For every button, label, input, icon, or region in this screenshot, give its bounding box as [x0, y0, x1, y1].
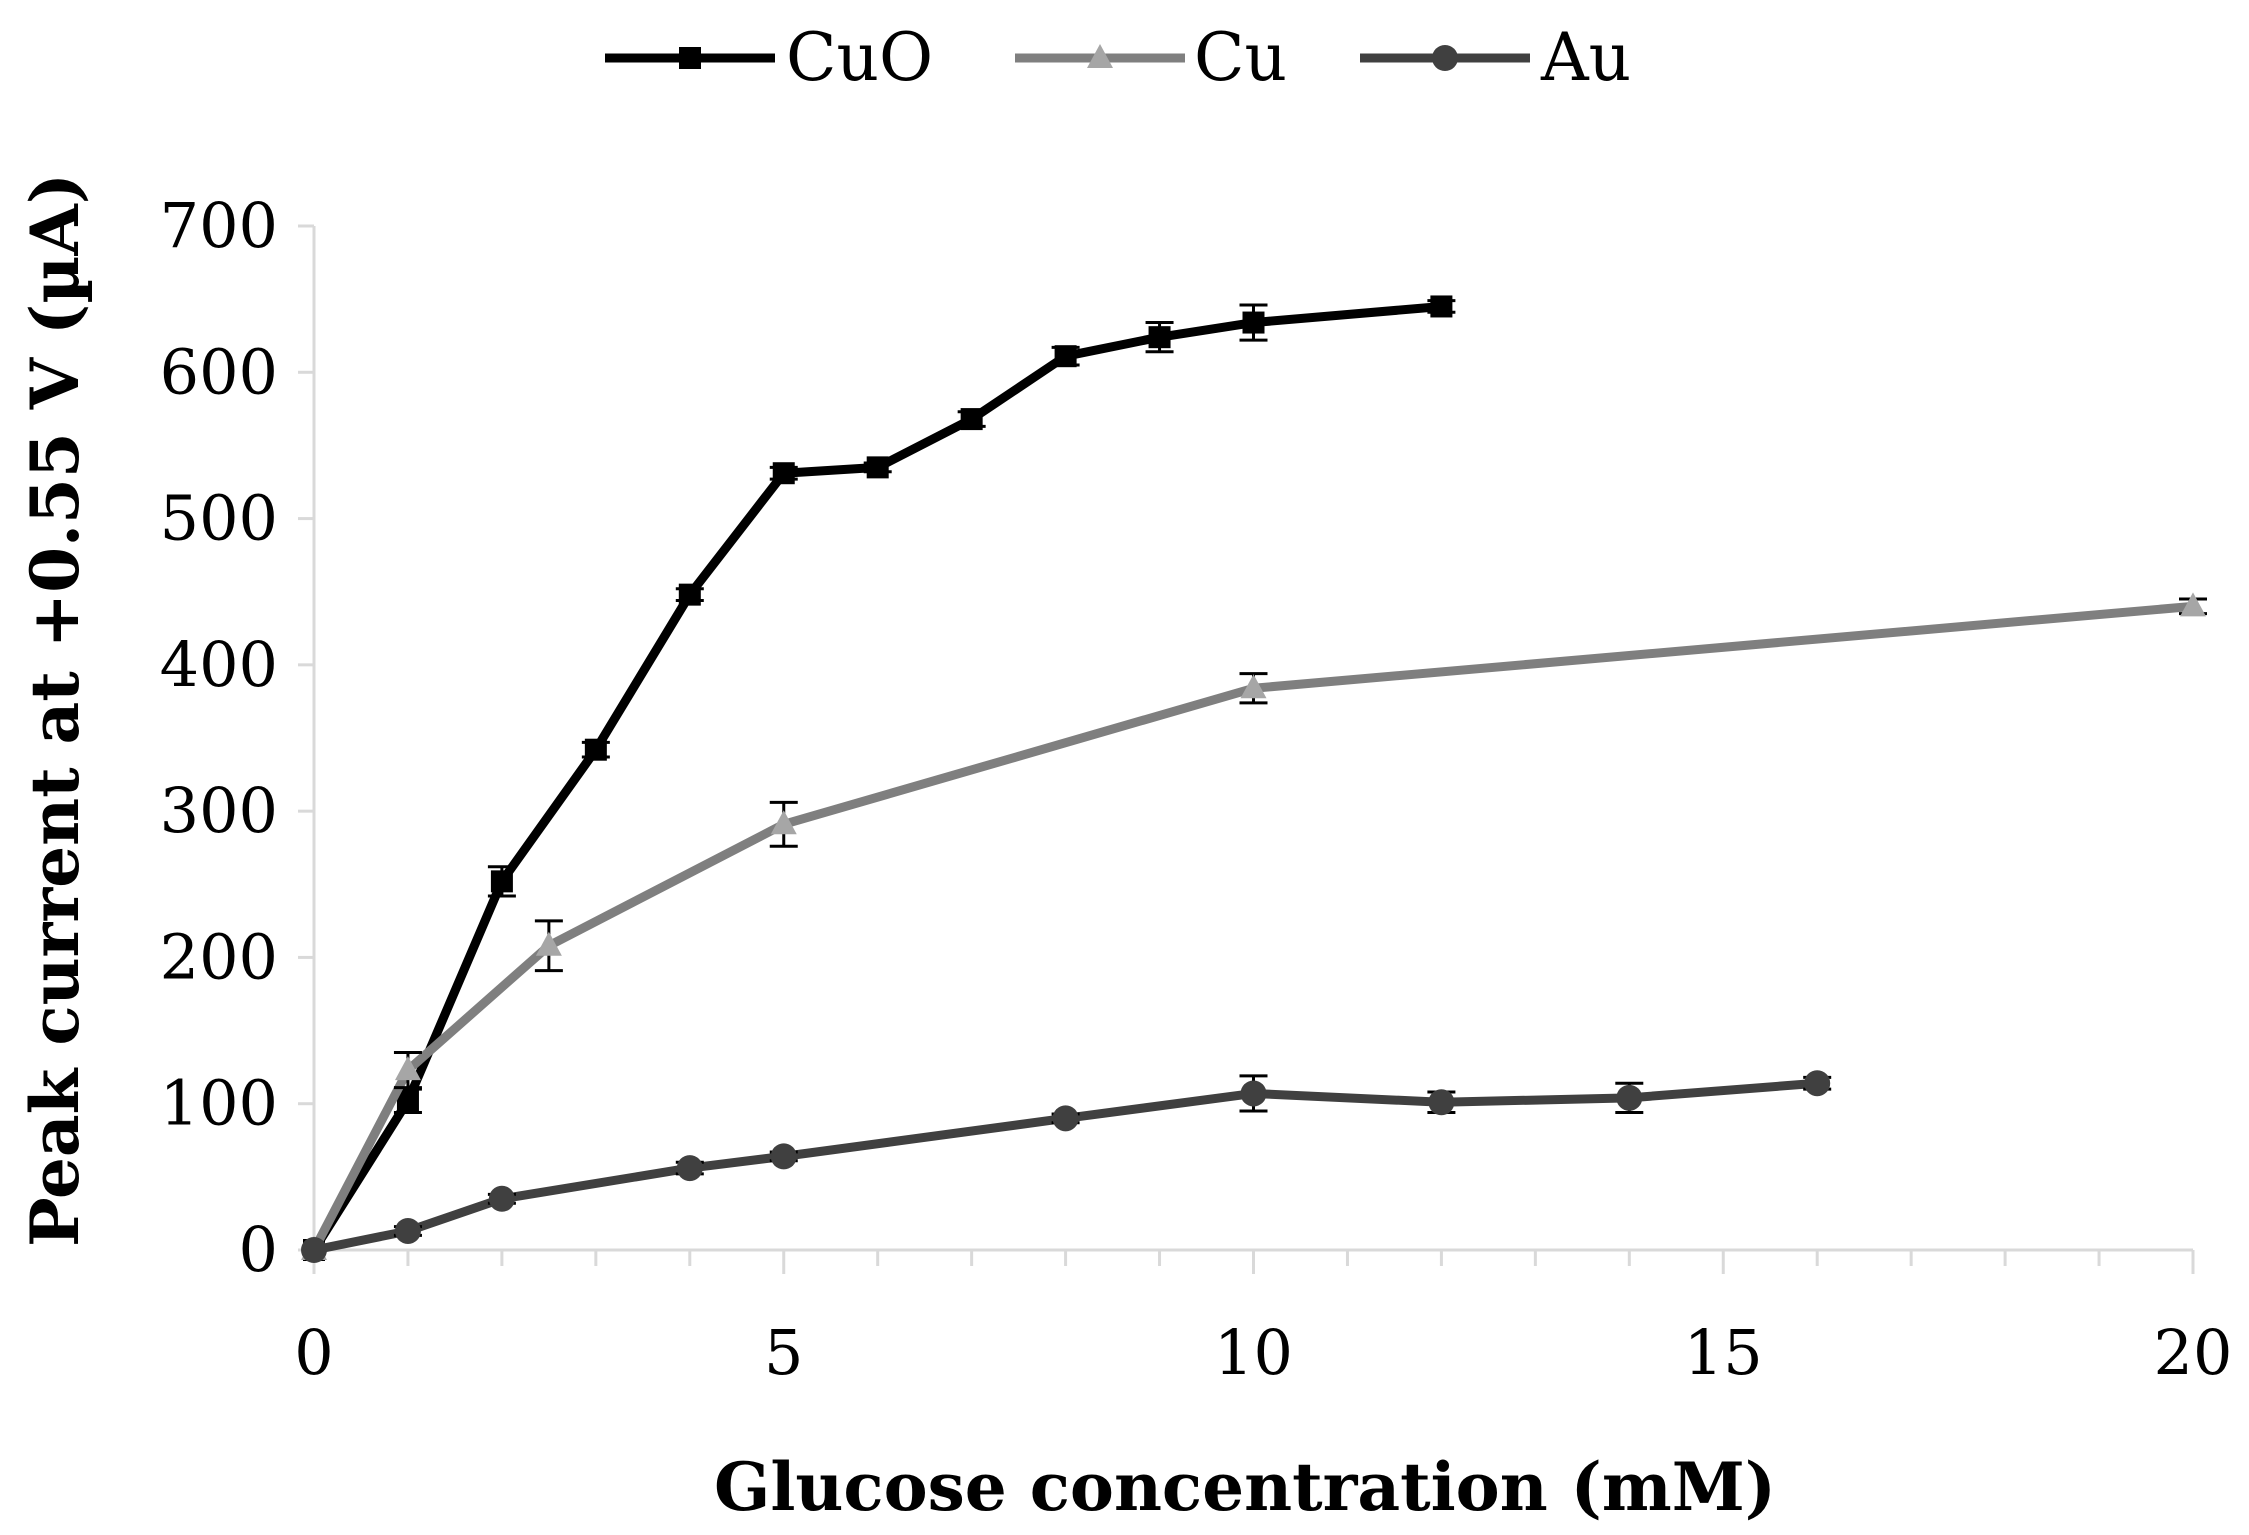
data-point-au: [676, 1155, 703, 1182]
data-point-cu: [1240, 674, 1267, 699]
data-point-cuo: [772, 462, 795, 485]
data-point-au: [488, 1185, 515, 1212]
data-point-au: [1616, 1084, 1643, 1111]
y-tick-label: 300: [160, 774, 278, 847]
x-tick-label: 10: [1214, 1316, 1293, 1389]
legend-label-au: Au: [1540, 19, 1631, 96]
data-point-cu: [2180, 592, 2206, 617]
data-point-cuo: [396, 1089, 419, 1112]
data-point-cu: [535, 931, 562, 956]
legend-entry-au: Au: [1360, 19, 1631, 96]
series-line-cu: [310, 601, 2194, 1253]
series-cuo: [303, 295, 1456, 1261]
data-point-cu: [770, 810, 797, 835]
x-tick-label: 20: [2154, 1316, 2233, 1389]
x-tick-label: 15: [1684, 1316, 1763, 1389]
legend-marker-cuo: [679, 47, 701, 69]
y-tick-label: 600: [160, 335, 278, 408]
data-point-cuo: [1148, 326, 1171, 349]
legend-entry-cu: Cu: [1015, 19, 1287, 96]
legend-entry-cuo: CuO: [605, 19, 933, 96]
y-tick-label: 500: [160, 482, 278, 555]
y-tick-label: 0: [239, 1213, 278, 1286]
data-point-cuo: [1242, 311, 1265, 334]
series-au: [301, 1070, 1832, 1263]
data-point-cuo: [960, 408, 983, 431]
series-cu: [301, 592, 2207, 1260]
legend-label-cuo: CuO: [786, 19, 933, 96]
data-point-cuo: [1054, 345, 1077, 368]
legend-marker-au: [1432, 45, 1458, 71]
data-point-au: [770, 1143, 797, 1170]
y-axis-title: Peak current at +0.55 V (µA): [16, 173, 94, 1247]
series-line-cuo: [310, 301, 1442, 1253]
data-point-au: [1804, 1070, 1831, 1097]
data-point-au: [301, 1237, 327, 1263]
data-point-cuo: [1430, 295, 1453, 318]
axes: 0 100 200 300 400 500 600 700 0 5 10 15 20: [160, 189, 2233, 1389]
data-point-cuo: [866, 456, 889, 479]
data-point-cuo: [678, 583, 701, 606]
data-point-au: [1052, 1105, 1079, 1132]
legend-marker-cu: [1087, 44, 1113, 68]
y-tick-label: 200: [160, 920, 278, 993]
data-point-cuo: [490, 870, 513, 893]
x-tick-label: 0: [294, 1316, 333, 1389]
y-tick-label: 700: [160, 189, 278, 262]
y-tick-label: 400: [160, 628, 278, 701]
data-point-cu: [394, 1056, 421, 1081]
x-tick-label: 5: [764, 1316, 803, 1389]
data-point-au: [1428, 1089, 1455, 1116]
x-axis-title: Glucose concentration (mM): [714, 1448, 1776, 1526]
series-layer: [301, 295, 2207, 1263]
data-point-au: [394, 1217, 421, 1244]
y-tick-label: 100: [160, 1067, 278, 1140]
legend: CuO Cu Au: [605, 19, 1631, 96]
data-point-au: [1240, 1080, 1267, 1107]
series-line-au: [313, 1078, 1818, 1255]
legend-label-cu: Cu: [1194, 19, 1287, 96]
data-point-cuo: [584, 738, 607, 761]
